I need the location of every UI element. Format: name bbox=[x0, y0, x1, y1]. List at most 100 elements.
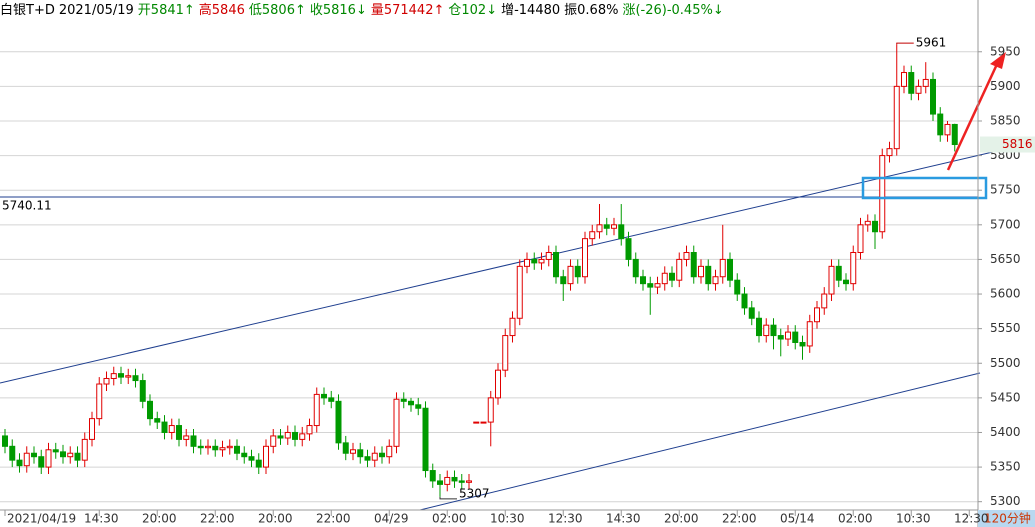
candle-body bbox=[313, 393, 320, 427]
high-label: 5961 bbox=[916, 36, 947, 50]
candle-body bbox=[698, 265, 704, 278]
y-tick-label: 5750 bbox=[990, 183, 1021, 197]
candle-body bbox=[350, 449, 356, 454]
candle-body bbox=[567, 265, 574, 285]
candle-body bbox=[770, 324, 777, 337]
candle-body bbox=[81, 438, 88, 461]
candle-body bbox=[219, 447, 226, 451]
candle-body bbox=[850, 252, 857, 285]
candle-body bbox=[393, 398, 400, 447]
arrow-shaft bbox=[946, 61, 1000, 171]
candle-body bbox=[611, 224, 617, 229]
candle-body bbox=[654, 283, 661, 288]
candle-body bbox=[763, 324, 770, 337]
candle-body bbox=[292, 431, 298, 440]
x-tick-label: 04/29 bbox=[374, 512, 409, 526]
highlight-box bbox=[861, 176, 988, 200]
x-tick-label: 05/14 bbox=[780, 512, 815, 526]
candle-body bbox=[806, 321, 813, 347]
header-item: 量571442↑ bbox=[370, 3, 445, 18]
candle-body bbox=[799, 341, 806, 347]
candle-body bbox=[234, 445, 240, 454]
y-tick-label: 5600 bbox=[990, 287, 1021, 301]
last-price-box bbox=[980, 136, 1035, 153]
low-label: 5307 bbox=[459, 486, 490, 500]
candle-body bbox=[451, 476, 458, 482]
candle-body bbox=[205, 445, 211, 449]
y-tick-label: 5550 bbox=[990, 321, 1021, 335]
candle-body bbox=[400, 398, 407, 402]
candle-body bbox=[857, 224, 864, 254]
y-tick-label: 5400 bbox=[990, 425, 1021, 439]
candle-body bbox=[944, 123, 951, 136]
low-marker bbox=[439, 496, 457, 500]
candle-body bbox=[9, 445, 16, 461]
candle-body bbox=[96, 383, 103, 420]
candle-body bbox=[828, 265, 835, 295]
y-tick-label: 5850 bbox=[990, 113, 1021, 127]
header-item: 高5846 bbox=[198, 3, 245, 18]
candle-body bbox=[23, 452, 30, 467]
candle-body bbox=[495, 369, 501, 399]
candle-body bbox=[589, 231, 596, 240]
candle-body bbox=[255, 459, 262, 468]
candle-body bbox=[118, 373, 124, 378]
candle-body bbox=[756, 317, 762, 337]
candle-body bbox=[110, 373, 117, 379]
candle-body bbox=[618, 224, 625, 240]
header-item: 仓102↓ bbox=[448, 3, 498, 18]
candle-body bbox=[734, 279, 741, 295]
candle-body bbox=[31, 452, 37, 458]
candle-body bbox=[437, 480, 443, 485]
candle-body bbox=[284, 431, 291, 439]
candle-body bbox=[139, 380, 146, 402]
candle-body bbox=[545, 252, 552, 260]
candle-body bbox=[574, 265, 581, 278]
candle-body bbox=[915, 85, 922, 94]
candle-body bbox=[176, 425, 182, 440]
period-label: 120分钟 bbox=[984, 511, 1031, 526]
x-tick-label: 20:00 bbox=[258, 512, 293, 526]
candle-body bbox=[676, 258, 683, 281]
candle-body bbox=[342, 442, 349, 454]
candle-body bbox=[625, 238, 632, 260]
candle-body bbox=[321, 393, 327, 399]
header-item: 收5816↓ bbox=[309, 3, 367, 18]
candle-body bbox=[879, 155, 886, 233]
candle-body bbox=[386, 445, 393, 458]
candle-body bbox=[553, 252, 559, 278]
candle-body bbox=[277, 435, 284, 439]
candle-body bbox=[683, 252, 690, 260]
header-item: 振0.68% bbox=[564, 3, 619, 18]
candle-body bbox=[168, 425, 175, 433]
candle-body bbox=[2, 435, 8, 447]
candle-body bbox=[560, 276, 567, 285]
candle-body bbox=[103, 377, 110, 385]
candle-body bbox=[516, 265, 523, 319]
arrow-head bbox=[990, 52, 1006, 69]
candle-body bbox=[52, 449, 59, 453]
header-item: 涨(-26)-0.45%↓ bbox=[622, 3, 724, 18]
candle-body bbox=[161, 421, 168, 433]
candle-body bbox=[524, 258, 530, 267]
candle-body bbox=[89, 418, 95, 440]
candle-body bbox=[487, 397, 494, 423]
candle-body bbox=[248, 456, 255, 461]
candle-body bbox=[727, 258, 733, 281]
header-item: 白银T+D bbox=[0, 3, 55, 18]
candle-body bbox=[241, 452, 248, 458]
candle-body bbox=[335, 400, 342, 444]
candle-body bbox=[640, 276, 646, 285]
candle-body bbox=[480, 421, 487, 424]
candle-body bbox=[951, 123, 958, 146]
candle-body bbox=[872, 220, 878, 233]
candle-body bbox=[741, 293, 748, 309]
candle-body bbox=[190, 435, 197, 447]
candle-body bbox=[893, 85, 900, 150]
candle-body bbox=[371, 452, 378, 461]
y-tick-label: 5300 bbox=[990, 494, 1021, 508]
candle-body bbox=[364, 456, 371, 461]
candle-body bbox=[596, 224, 603, 233]
